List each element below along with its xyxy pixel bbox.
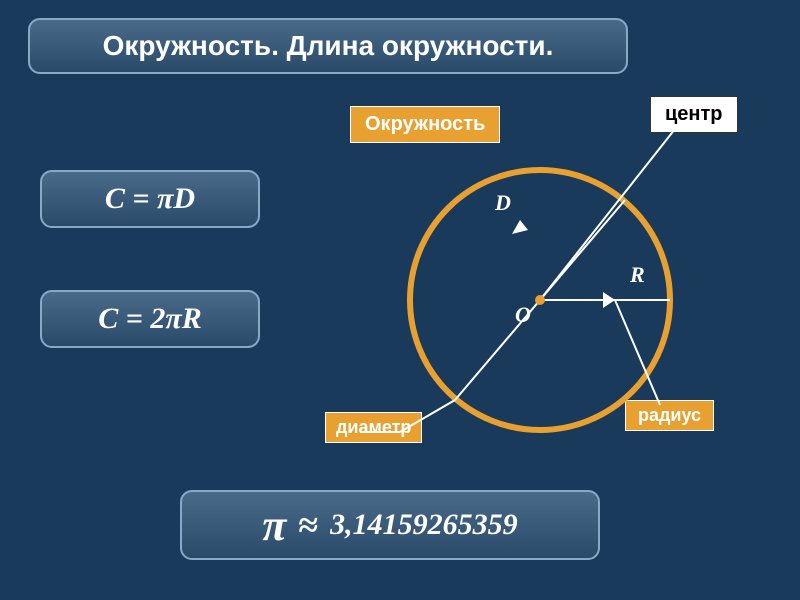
pi-value-box: π ≈ 3,14159265359 bbox=[180, 490, 600, 560]
formula-cr: C = 2πR bbox=[40, 290, 260, 348]
approx-symbol: ≈ bbox=[298, 504, 318, 546]
circle-diagram: D O R bbox=[360, 130, 760, 480]
arrow-r-icon bbox=[603, 292, 615, 308]
label-d: D bbox=[495, 190, 511, 216]
pi-digits: 3,14159265359 bbox=[330, 508, 518, 542]
label-o: O bbox=[515, 302, 531, 328]
arrow-d-icon bbox=[512, 220, 528, 234]
label-center: центр bbox=[650, 96, 738, 133]
pi-symbol: π bbox=[262, 500, 286, 551]
center-dot bbox=[535, 295, 545, 305]
formula-cd: C = πD bbox=[40, 170, 260, 228]
diagram-svg bbox=[360, 130, 760, 480]
label-r: R bbox=[630, 262, 645, 288]
page-title: Окружность. Длина окружности. bbox=[28, 18, 628, 74]
diameter-leader bbox=[400, 400, 455, 432]
